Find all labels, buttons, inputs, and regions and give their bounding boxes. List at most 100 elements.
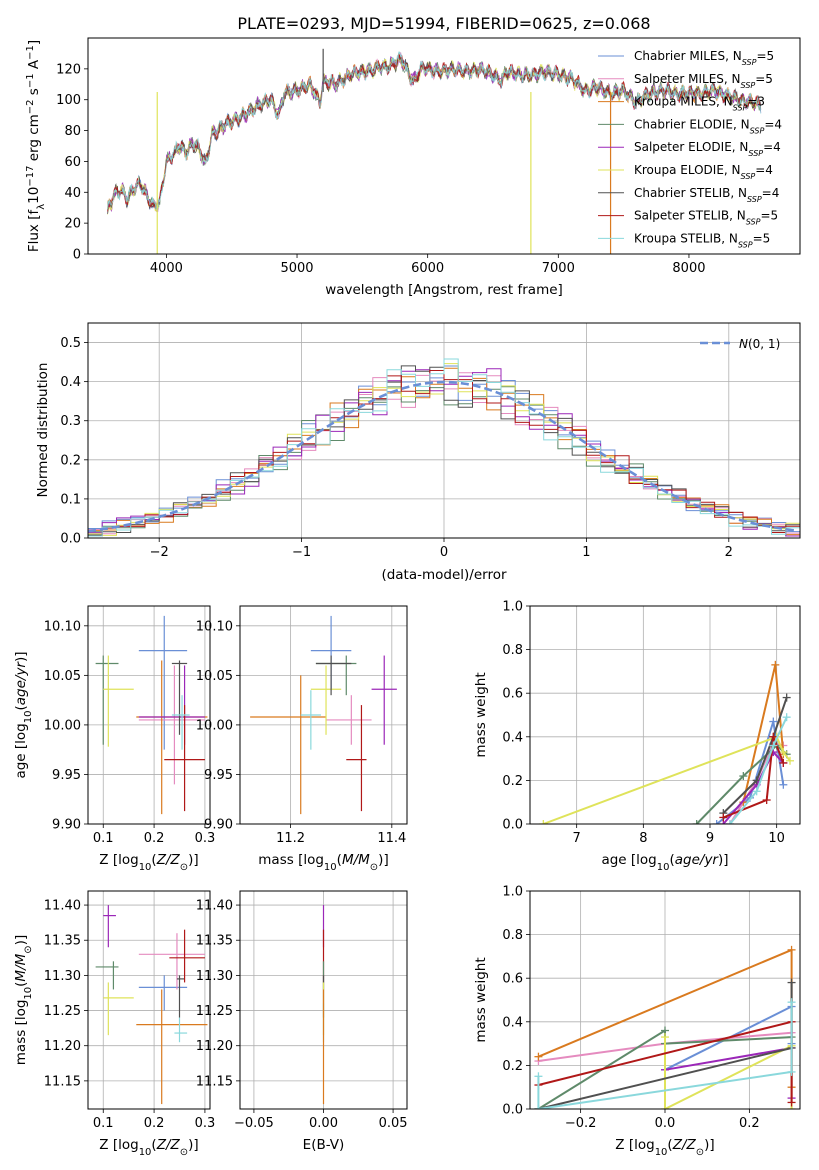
age-mass-frame: [239, 605, 408, 825]
legend-label: Kroupa ELODIE, NSSP=4: [634, 163, 773, 181]
age-z-xlabel-part: 10: [139, 862, 152, 873]
age-z-xlabel-part: Z/Z: [156, 852, 181, 868]
age-z-xlabel-part: (: [151, 852, 156, 868]
legend-label: Chabrier ELODIE, NSSP=4: [634, 117, 782, 135]
weight-age-xlabel-part: (: [669, 852, 674, 868]
mass-z-ylabel: mass [log10(M/M⊙)]: [13, 935, 34, 1065]
hist-xlabel: (data-model)/error: [381, 567, 507, 583]
age-mass-ytick-label: 10.00: [196, 718, 233, 733]
age-mass-ytick-label: 10.05: [196, 669, 233, 684]
weight-z-ylabel: mass weight: [473, 957, 489, 1042]
mass-z-ylabel-part: )]: [13, 935, 29, 946]
hist-ytick-label: 0.3: [60, 414, 81, 429]
legend-label: Kroupa STELIB, NSSP=5: [634, 231, 770, 249]
spectrum-ylabel-part: A: [26, 59, 42, 73]
age-z-ylabel: age [log10(age/yr)]: [13, 651, 34, 778]
weight-age-series-line: [729, 716, 788, 824]
weight-age-ytick-label: 1.0: [502, 600, 523, 615]
legend-label-part: Salpeter STELIB, N: [634, 209, 746, 223]
age-z-xtick-label: 0.2: [144, 831, 165, 846]
mass-ebv-xtick-label: −0.05: [234, 1116, 274, 1131]
hist-xtick-label: −2: [150, 545, 169, 560]
mass-z-ytick-label: 11.15: [44, 1074, 81, 1089]
spectrum-ytick-label: 80: [64, 124, 81, 139]
legend-label-part: =5: [753, 231, 771, 245]
weight-age-ytick-label: 0.0: [502, 818, 523, 833]
age-mass-ytick-label: 9.95: [204, 768, 233, 783]
mass-z-xtick-label: 0.3: [195, 1116, 216, 1131]
mass-ebv-ytick-label: 11.30: [196, 969, 233, 984]
spectrum-ylabel-part: erg cm: [26, 114, 42, 165]
age-mass-ytick-label: 10.10: [196, 619, 233, 634]
spectrum-ylabel-part: Flux [f: [26, 209, 42, 253]
hist-ytick-label: 0.4: [60, 375, 81, 390]
legend-label-part: SSP: [750, 126, 765, 135]
spectrum-ylabel-part: −2: [25, 99, 36, 114]
weight-z-series-line: [537, 1002, 793, 1109]
legend-normal-label: N(0, 1): [739, 337, 780, 351]
mass-z-xlabel-part: (: [151, 1137, 156, 1153]
legend-label: Kroupa MILES, NSSP=3: [634, 95, 765, 113]
weight-z-xlabel-part: ⊙: [696, 1147, 704, 1158]
legend-label-part: Kroupa MILES, N: [634, 95, 733, 109]
mass-z-ylabel-part: ⊙: [23, 945, 34, 953]
spectrum-ylabel-part: −1: [25, 73, 36, 88]
weight-age-xtick-label: 7: [573, 831, 581, 846]
weight-z-xtick-label: −0.2: [565, 1116, 597, 1131]
legend-label-part: Salpeter ELODIE, N: [634, 140, 748, 154]
spectrum-ylabel-part: −1: [25, 45, 36, 60]
age-z-xtick-label: 0.1: [93, 831, 114, 846]
age-z-xlabel: Z [log10(Z/Z⊙)]: [99, 852, 198, 873]
weight-z-xlabel-part: (: [667, 1137, 672, 1153]
mass-z-ytick-label: 11.20: [44, 1039, 81, 1054]
age-z-points: [95, 615, 208, 815]
mass-z-points: [95, 905, 208, 1105]
legend-label: Salpeter MILES, NSSP=5: [634, 72, 773, 90]
weight-age-xlabel: age [log10(age/yr)]: [601, 852, 728, 873]
legend-label-part: SSP: [741, 172, 756, 181]
mass-ebv-frame: [239, 890, 408, 1110]
spectrum-series-line: [107, 51, 762, 211]
mass-z-xlabel-part: Z/Z: [156, 1137, 181, 1153]
legend-label-part: Kroupa STELIB, N: [634, 231, 738, 245]
legend-label-part: Chabrier ELODIE, N: [634, 117, 750, 131]
legend-label-part: SSP: [747, 194, 762, 203]
legend-label-part: Salpeter MILES, N: [634, 72, 741, 86]
weight-age-ylabel: mass weight: [473, 672, 489, 757]
legend-label-part: Chabrier MILES, N: [634, 49, 742, 63]
legend-label-part: =3: [747, 95, 765, 109]
spectrum-ylabel-part: s: [26, 88, 42, 99]
mass-ebv-ytick-label: 11.35: [196, 934, 233, 949]
spectrum-title: PLATE=0293, MJD=51994, FIBERID=0625, z=0…: [237, 14, 650, 33]
mass-ebv-ytick-label: 11.25: [196, 1004, 233, 1019]
spectrum-xlabel: wavelength [Angstrom, rest frame]: [325, 282, 563, 298]
mass-z-ylabel-part: 10: [23, 987, 34, 1000]
legend-label: Salpeter STELIB, NSSP=5: [634, 209, 778, 227]
age-z-ylabel-part: 10: [23, 711, 34, 724]
age-z-ytick-label: 10.05: [44, 669, 81, 684]
age-mass-xlabel-part: )]: [378, 852, 389, 868]
spectrum-ylabel-part: −17: [25, 166, 36, 187]
mass-ebv-xlabel-part: E(B-V): [303, 1137, 345, 1153]
age-z-frame: [87, 605, 211, 825]
mass-z-xtick-label: 0.2: [144, 1116, 165, 1131]
weight-age-xtick-label: 9: [706, 831, 714, 846]
hist-ytick-label: 0.2: [60, 453, 81, 468]
spectrum-xtick-label: 7000: [542, 261, 575, 276]
mass-ebv-xtick-label: 0.05: [379, 1116, 408, 1131]
hist-steps: [88, 358, 800, 537]
weight-age-xlabel-part: 10: [657, 862, 670, 873]
age-z-xtick-label: 0.3: [195, 831, 216, 846]
mass-z-xlabel-part: 10: [139, 1147, 152, 1158]
hist-xtick-label: −1: [292, 545, 311, 560]
age-z-ylabel-part: age [log: [13, 723, 29, 778]
mass-z-xlabel-part: )]: [188, 1137, 199, 1153]
mass-z-frame: [87, 890, 211, 1110]
legend-label-part: =4: [762, 186, 780, 200]
age-mass-xtick-label: 11.2: [276, 831, 305, 846]
mass-z-ylabel-part: (: [13, 982, 29, 987]
weight-z-ytick-label: 0.6: [502, 972, 523, 987]
weight-age-xlabel-part: )]: [718, 852, 729, 868]
legend-label-part: Kroupa ELODIE, N: [634, 163, 741, 177]
mass-ebv-xlabel: E(B-V): [303, 1137, 345, 1153]
